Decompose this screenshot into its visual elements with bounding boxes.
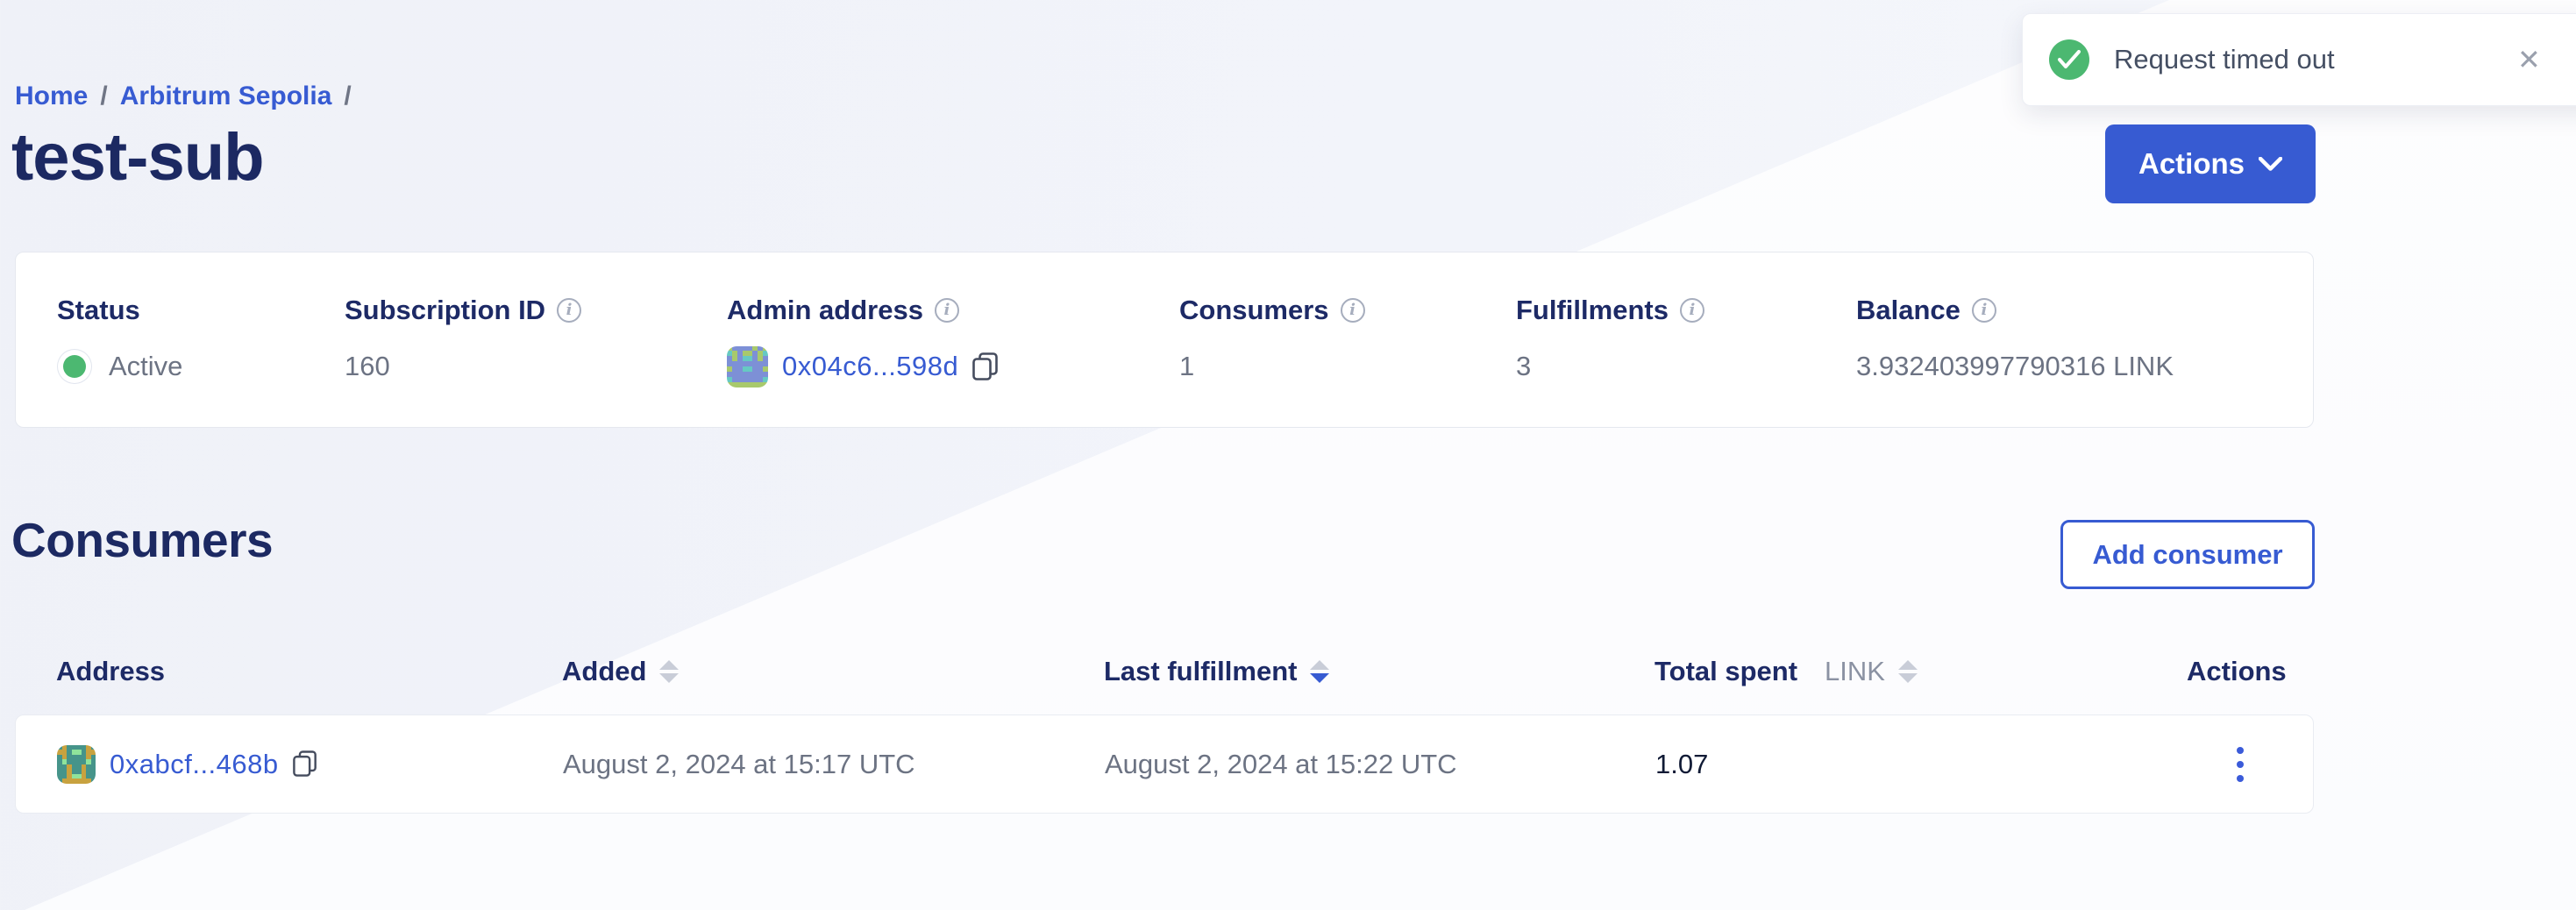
field-subscription-id: Subscription ID 160 [345,295,727,427]
breadcrumb: Home / Arbitrum Sepolia / [15,82,352,111]
copy-icon[interactable] [292,750,317,778]
status-label: Status [57,295,140,325]
breadcrumb-separator: / [100,82,108,110]
actions-button-label: Actions [2138,147,2245,180]
consumer-total-spent-cell: 1.07 [1655,748,1709,779]
field-consumers: Consumers 1 [1179,295,1516,427]
consumer-address-avatar [57,744,96,784]
row-actions-kebab-icon[interactable] [2219,736,2261,793]
balance-value: 3.932403997790316 LINK [1856,351,2174,381]
toast-message: Request timed out [2114,44,2335,75]
consumers-value: 1 [1179,351,1195,381]
breadcrumb-home-link[interactable]: Home [15,82,89,110]
breadcrumb-separator: / [344,82,352,110]
page-title: test-sub [11,120,265,195]
subscription-summary-card: Status Active Subscription ID 160 Admin … [15,252,2314,428]
field-status: Status Active [57,295,345,427]
sort-icon-active-desc[interactable] [1310,660,1330,683]
breadcrumb-network-link[interactable]: Arbitrum Sepolia [119,82,332,110]
add-consumer-button[interactable]: Add consumer [2060,520,2315,589]
toast-close-icon[interactable]: ✕ [2514,42,2544,77]
copy-icon[interactable] [972,352,999,381]
consumer-table-row: 0xabcf...468b August 2, 2024 at 15:17 UT… [15,714,2314,814]
status-active-dot-icon [63,355,86,378]
sort-icon[interactable] [659,660,680,683]
column-header-actions: Actions [2187,656,2287,686]
actions-button[interactable]: Actions [2105,124,2316,203]
toast-notification: Request timed out ✕ [2022,13,2576,106]
consumer-address-link[interactable]: 0xabcf...468b [110,748,279,779]
consumer-address-cell: 0xabcf...468b [57,744,317,784]
fulfillments-value: 3 [1516,351,1532,381]
status-value: Active [57,345,345,388]
consumers-table-header: Address Added Last fulfillment Total spe… [15,649,2314,694]
info-icon[interactable] [1679,298,1704,323]
consumers-label: Consumers [1179,295,1516,326]
info-icon[interactable] [557,298,582,323]
chevron-down-icon [2259,156,2282,171]
fulfillments-label: Fulfillments [1516,295,1856,326]
column-header-last-fulfillment[interactable]: Last fulfillment [1104,649,1330,694]
info-icon[interactable] [1971,298,1996,323]
sort-icon[interactable] [1897,660,1918,683]
column-header-total-spent[interactable]: Total spent LINK [1654,649,1918,694]
consumers-section-title: Consumers [11,513,274,567]
subscription-id-label: Subscription ID [345,295,727,326]
consumer-added-cell: August 2, 2024 at 15:17 UTC [563,748,915,779]
info-icon[interactable] [1340,298,1365,323]
field-fulfillments: Fulfillments 3 [1516,295,1856,427]
balance-label: Balance [1856,295,2313,326]
field-balance: Balance 3.932403997790316 LINK [1856,295,2313,427]
column-header-address: Address [56,656,166,686]
admin-address-link[interactable]: 0x04c6...598d [782,351,959,381]
admin-address-value: 0x04c6...598d [727,345,1179,388]
admin-address-avatar [727,345,768,387]
subscription-id-value: 160 [345,351,390,381]
consumer-last-fulfillment-cell: August 2, 2024 at 15:22 UTC [1105,748,1457,779]
info-icon[interactable] [934,298,959,323]
success-check-icon [2049,39,2089,80]
column-header-added[interactable]: Added [562,649,680,694]
admin-address-label: Admin address [727,295,1179,326]
field-admin-address: Admin address 0x04c6...598d [727,295,1179,427]
total-spent-unit: LINK [1825,656,1885,686]
